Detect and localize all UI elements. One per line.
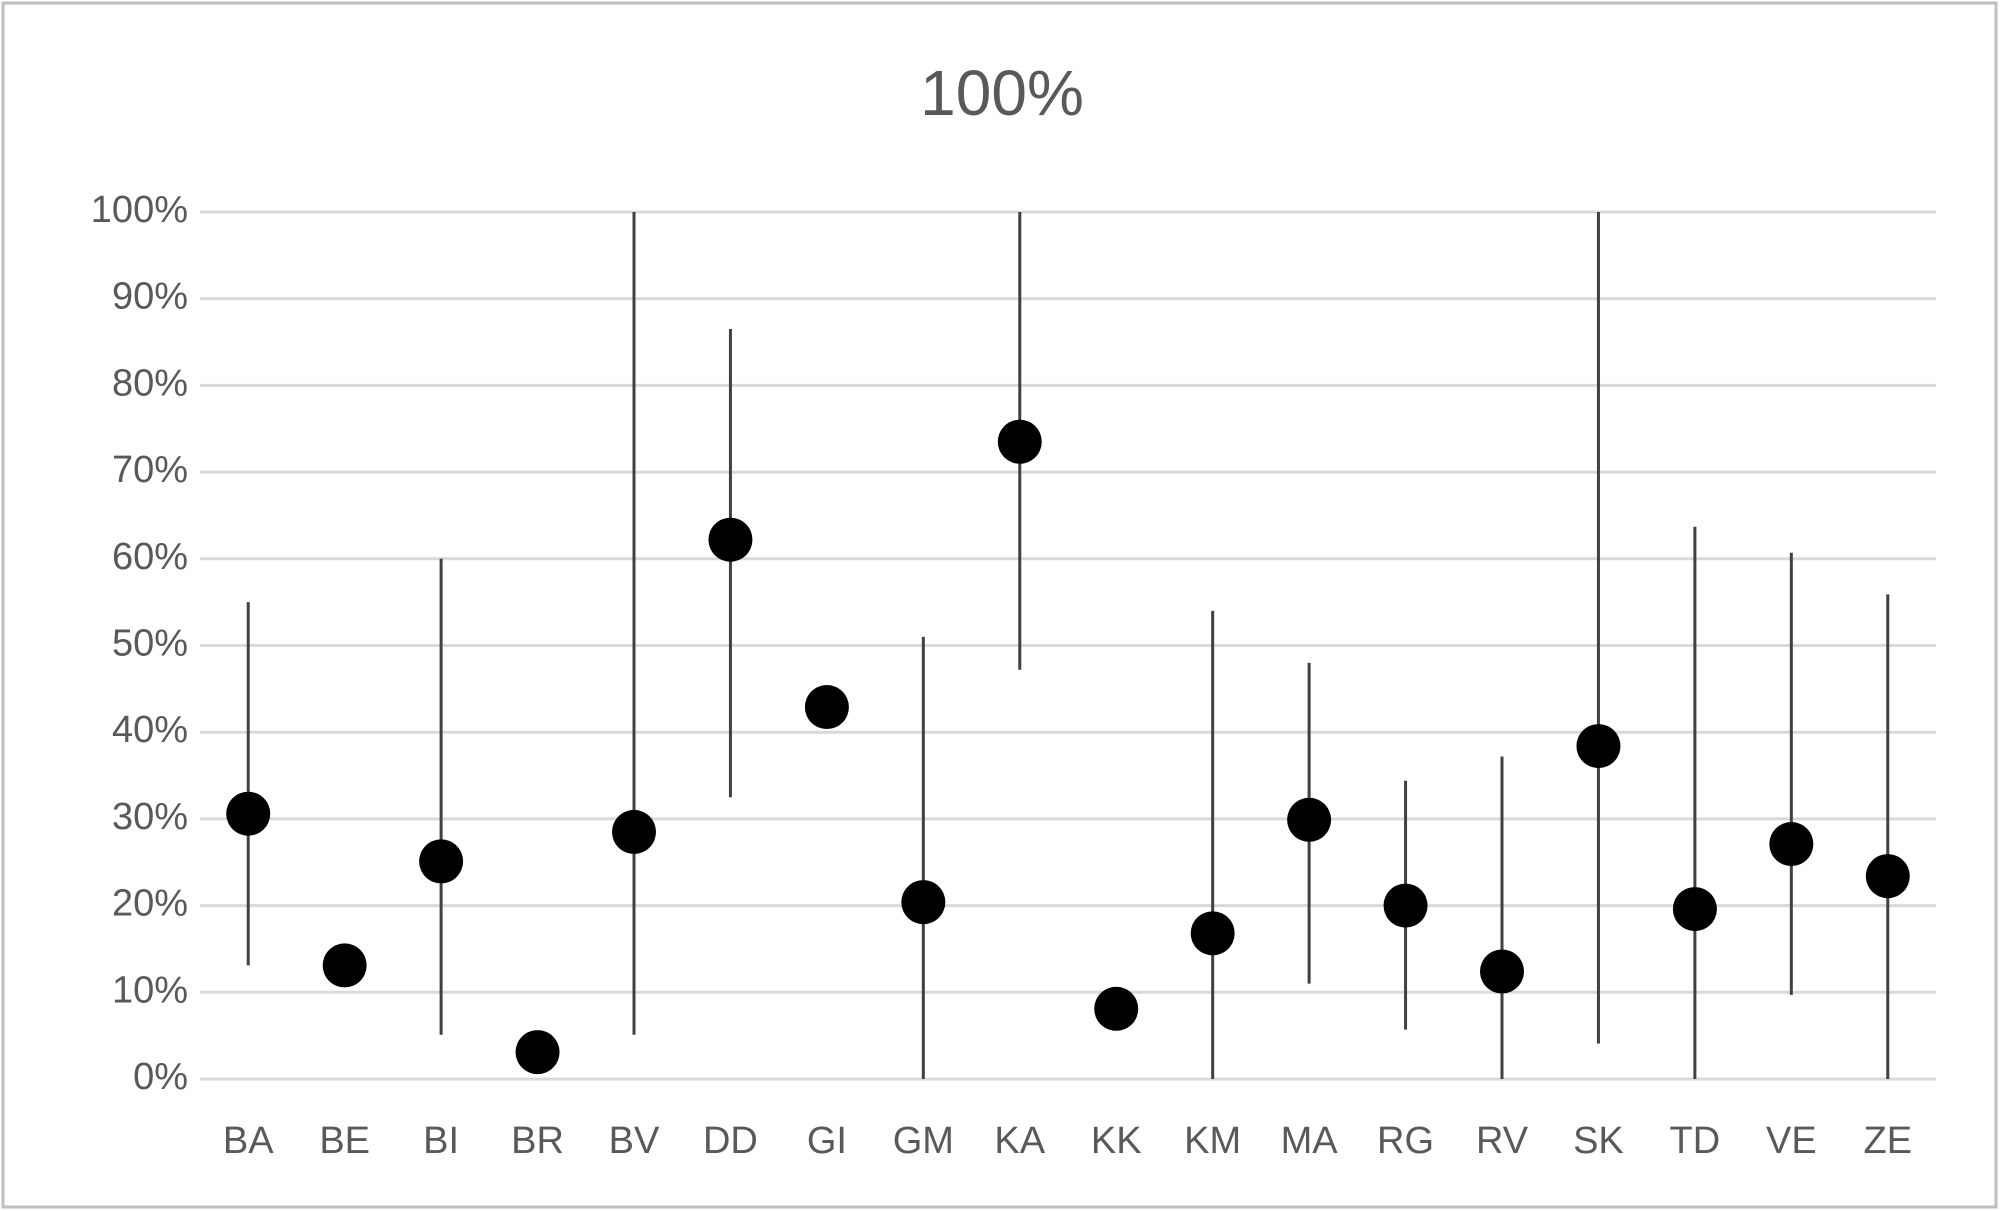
- dot: [1480, 949, 1524, 994]
- x-tick-label: DD: [703, 1120, 758, 1162]
- dot: [1094, 986, 1139, 1031]
- x-tick-label: TD: [1670, 1120, 1721, 1162]
- x-tick-label: MA: [1281, 1120, 1339, 1162]
- x-tick-label: BR: [511, 1120, 564, 1162]
- dot: [1383, 883, 1428, 928]
- x-tick-label: RG: [1377, 1120, 1434, 1162]
- x-tick-label: BI: [423, 1120, 459, 1162]
- x-tick-label: BV: [609, 1120, 660, 1162]
- dot: [419, 839, 464, 884]
- dot: [1769, 822, 1814, 867]
- dot: [1287, 797, 1332, 842]
- x-tick-label: GM: [893, 1120, 954, 1162]
- dot: [1576, 724, 1621, 769]
- dot: [708, 517, 753, 562]
- y-tick-label: 50%: [112, 623, 188, 665]
- y-tick-label: 70%: [112, 449, 188, 491]
- x-tick-label: ZE: [1863, 1120, 1912, 1162]
- dot: [1672, 887, 1717, 932]
- chart-title: 100%: [920, 57, 1084, 129]
- x-tick-label: RV: [1476, 1120, 1529, 1162]
- y-tick-label: 20%: [112, 883, 188, 925]
- y-tick-label: 40%: [112, 709, 188, 751]
- dot: [901, 880, 946, 925]
- y-tick-label: 0%: [133, 1056, 188, 1098]
- x-tick-label: GI: [807, 1120, 847, 1162]
- dot: [515, 1030, 560, 1075]
- dot: [612, 809, 656, 854]
- y-tick-label: 90%: [112, 276, 188, 318]
- dot: [997, 419, 1042, 464]
- x-tick-label: SK: [1573, 1120, 1624, 1162]
- y-tick-label: 80%: [112, 362, 188, 404]
- dot: [322, 943, 367, 988]
- dot: [1865, 854, 1910, 899]
- x-tick-label: BE: [319, 1120, 370, 1162]
- x-tick-label: VE: [1766, 1120, 1817, 1162]
- y-tick-label: 30%: [112, 796, 188, 838]
- dot: [804, 685, 849, 730]
- x-tick-label: KA: [994, 1120, 1045, 1162]
- x-tick-label: KK: [1091, 1120, 1142, 1162]
- dot: [1190, 911, 1235, 956]
- x-tick-label: BA: [223, 1120, 274, 1162]
- dot: [226, 791, 271, 836]
- y-tick-label: 10%: [112, 969, 188, 1011]
- x-tick-label: KM: [1184, 1120, 1241, 1162]
- y-tick-label: 60%: [112, 536, 188, 578]
- y-tick-label: 100%: [91, 189, 188, 231]
